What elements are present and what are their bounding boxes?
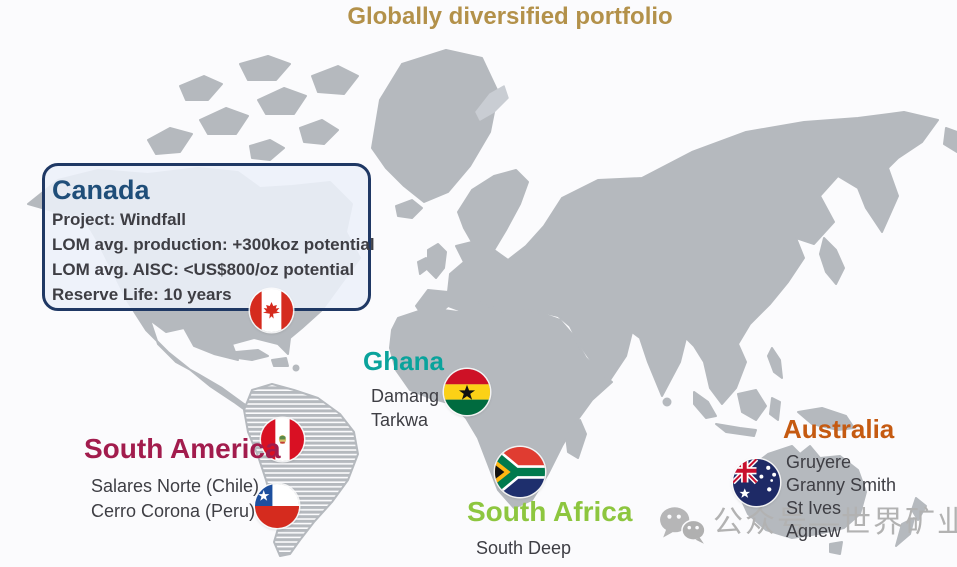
japan-islands — [819, 237, 845, 285]
alaska-tip — [943, 127, 957, 153]
watermark: 公众号—世界矿业 — [659, 505, 957, 545]
caribbean-islands — [235, 349, 300, 372]
chile-flag-icon — [255, 484, 299, 528]
wechat-icon — [660, 507, 706, 544]
canada-heading: Canada — [52, 175, 150, 205]
region-south-america: South America Salares Norte (Chile) Cerr… — [84, 433, 281, 524]
region-south-africa: South Africa South Deep — [467, 496, 632, 560]
site-granny-smith: Granny Smith — [786, 475, 897, 495]
canada-line-reserve: Reserve Life: 10 years — [52, 285, 232, 304]
greenland-landmass — [371, 49, 499, 203]
southeast-asia-islands — [693, 347, 855, 437]
canada-flag-icon — [250, 289, 293, 332]
tasmania-island — [829, 541, 843, 555]
canada-line-production: LOM avg. production: +300koz potential — [52, 235, 375, 254]
madagascar-island — [565, 419, 587, 459]
page-title: Globally diversified portfolio — [347, 3, 673, 30]
site-st-ives: St Ives — [786, 498, 842, 518]
south-africa-heading: South Africa — [467, 496, 633, 527]
ireland-landmass — [417, 257, 429, 275]
iceland-landmass — [395, 199, 423, 219]
uk-landmass — [427, 243, 447, 279]
region-ghana: Ghana Damang Tarkwa — [363, 346, 444, 432]
canada-line-project: Project: Windfall — [52, 210, 186, 229]
site-gruyere: Gruyere — [786, 452, 852, 472]
site-cerro-corona: Cerro Corona (Peru) — [91, 501, 256, 521]
watermark-text: 公众号—世界矿业 — [713, 506, 957, 539]
site-salares-norte: Salares Norte (Chile) — [91, 476, 260, 496]
ghana-heading: Ghana — [363, 346, 444, 376]
australia-flag-icon — [733, 459, 780, 506]
svalbard-islands — [475, 85, 509, 121]
sri-lanka-island — [662, 397, 672, 407]
site-damang: Damang — [371, 386, 440, 406]
site-tarkwa: Tarkwa — [371, 410, 429, 430]
africa-landmass — [389, 301, 613, 509]
site-agnew: Agnew — [786, 521, 842, 541]
eurasia-landmass — [415, 111, 939, 405]
region-australia: Australia Gruyere Granny Smith St Ives A… — [783, 414, 896, 543]
arctic-islands — [147, 55, 359, 161]
canada-callout: Canada Project: Windfall LOM avg. produc… — [42, 163, 375, 311]
site-south-deep: South Deep — [476, 538, 572, 558]
canada-line-aisc: LOM avg. AISC: <US$800/oz potential — [52, 260, 355, 279]
peru-flag-icon — [261, 418, 304, 461]
australia-heading: Australia — [783, 414, 895, 444]
ghana-flag-icon — [444, 369, 490, 415]
new-zealand-islands — [895, 497, 927, 547]
south-america-heading: South America — [84, 433, 281, 464]
south-africa-flag-icon — [495, 447, 545, 497]
